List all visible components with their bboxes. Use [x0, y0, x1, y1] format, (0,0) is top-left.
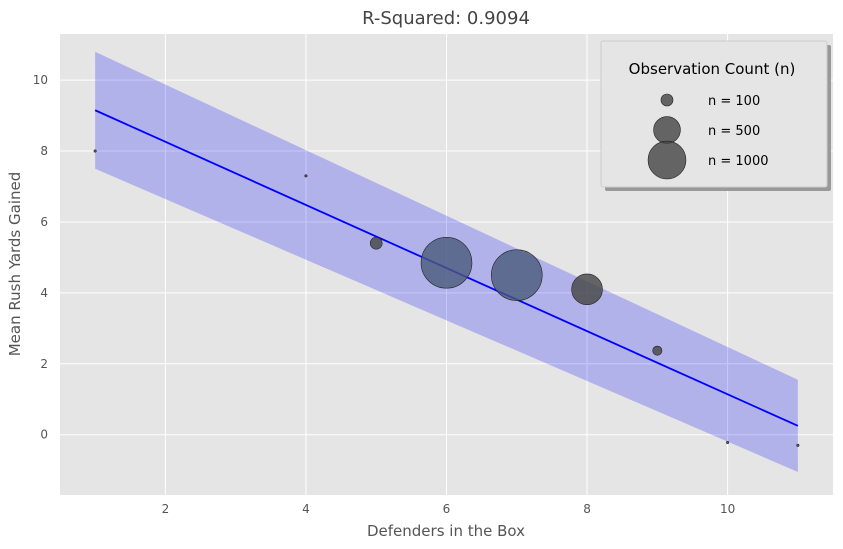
chart-title: R-Squared: 0.9094: [362, 8, 530, 29]
x-tick-label: 10: [720, 502, 735, 516]
data-point: [726, 441, 730, 445]
data-point: [93, 149, 97, 153]
legend-label: n = 100: [708, 94, 760, 109]
y-tick-label: 0: [40, 428, 48, 442]
y-tick-label: 4: [40, 286, 48, 300]
y-tick-label: 10: [33, 73, 48, 87]
x-ticks: 2 4 6 8 10: [162, 502, 736, 516]
data-point: [652, 345, 663, 356]
data-point: [369, 236, 383, 250]
legend-marker: [653, 116, 681, 144]
legend-entries: n = 100 n = 500 n = 1000: [647, 93, 768, 180]
data-point: [304, 174, 308, 178]
legend-label: n = 500: [708, 124, 760, 139]
data-point: [571, 273, 603, 306]
y-tick-label: 6: [40, 215, 48, 229]
data-points: [93, 149, 800, 447]
data-point: [420, 236, 473, 289]
x-axis-label: Defenders in the Box: [367, 522, 525, 540]
y-tick-label: 2: [40, 357, 48, 371]
y-ticks: 0 2 4 6 8 10: [33, 73, 48, 442]
legend-marker: [647, 140, 687, 180]
data-point: [796, 443, 800, 447]
x-tick-label: 6: [443, 502, 451, 516]
x-tick-label: 8: [583, 502, 591, 516]
legend-marker: [660, 93, 674, 107]
x-tick-label: 4: [302, 502, 310, 516]
legend-label: n = 1000: [708, 154, 768, 169]
x-tick-label: 2: [162, 502, 170, 516]
data-point: [491, 249, 543, 301]
y-tick-label: 8: [40, 144, 48, 158]
legend-title: Observation Count (n): [629, 60, 796, 78]
y-axis-label: Mean Rush Yards Gained: [6, 172, 24, 357]
